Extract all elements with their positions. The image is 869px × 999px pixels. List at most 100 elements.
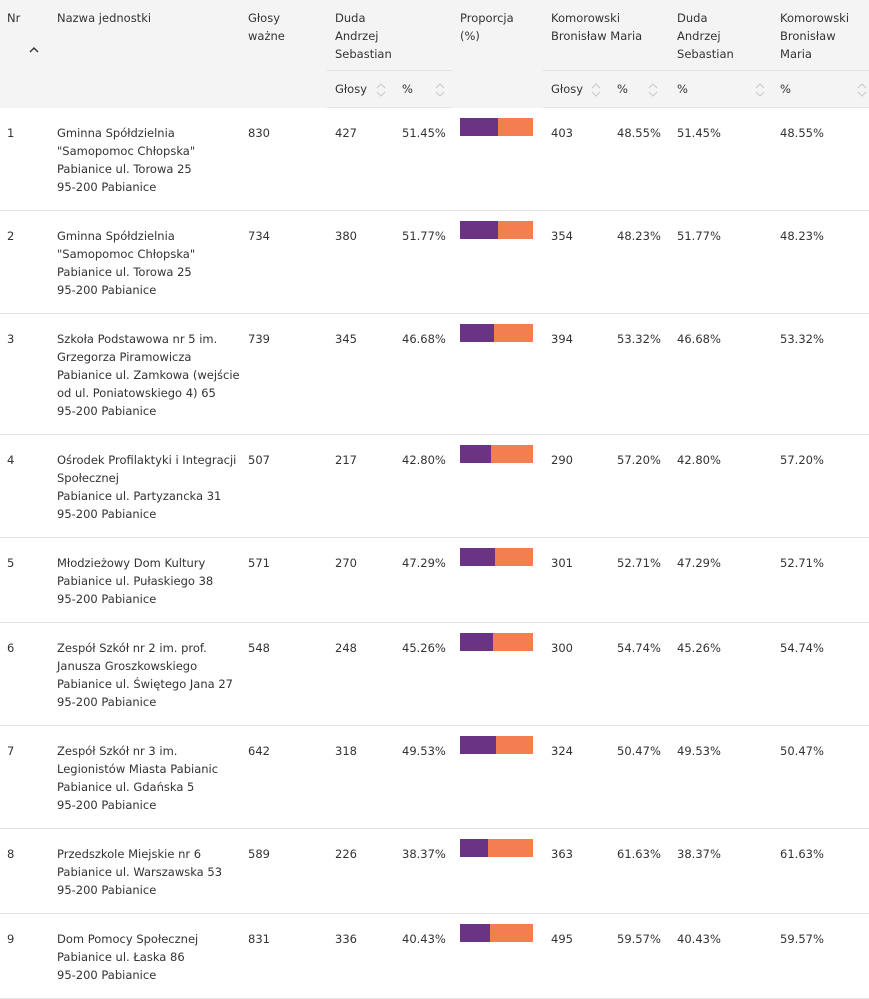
- cell-duda-pct: 51.77%: [393, 210, 453, 314]
- table-row[interactable]: 6 Zespół Szkół nr 2 im. prof. Janusza Gros…: [0, 622, 869, 726]
- column-header-duda-pct2[interactable]: %: [670, 70, 773, 108]
- column-group-duda: Duda Andrzej Sebastian: [327, 0, 453, 71]
- cell-name: Zespół Szkół nr 3 im. Legionistów Miasta …: [49, 725, 241, 829]
- cell-kom-pct: 48.23%: [614, 210, 671, 314]
- column-header-kom-votes[interactable]: Głosy: [543, 70, 615, 108]
- cell-kom-pct: 57.20%: [614, 434, 671, 538]
- sort-both-icon[interactable]: [434, 82, 446, 98]
- proportion-bar: [460, 547, 533, 566]
- duda-pct-group-line1: Duda: [677, 11, 708, 25]
- cell-name-line: Pabianice ul. Torowa 25: [57, 264, 192, 279]
- kom-pct2-label: %: [780, 82, 791, 96]
- duda-votes-label: Głosy: [335, 82, 368, 96]
- cell-kom-pct: 53.32%: [614, 313, 671, 435]
- sort-ascending-icon[interactable]: [28, 42, 40, 53]
- cell-duda-votes: 380: [327, 210, 393, 314]
- column-group-komorowski: Komorowski Bronisław Maria: [543, 0, 671, 71]
- cell-proportion: [452, 537, 544, 623]
- column-header-nr[interactable]: Nr: [0, 0, 49, 108]
- cell-name-line: "Samopomoc Chłopska": [57, 246, 196, 261]
- cell-name-line: 95-200 Pabianice: [57, 179, 157, 194]
- cell-duda-pct2: 42.80%: [670, 434, 773, 538]
- cell-duda-pct2: 40.43%: [670, 913, 773, 999]
- column-header-kom-pct[interactable]: %: [614, 70, 671, 108]
- cell-kom-pct2: 59.57%: [772, 913, 869, 999]
- cell-valid-votes: 642: [241, 725, 327, 829]
- proportion-line2: (%): [460, 29, 480, 43]
- cell-duda-votes: 345: [327, 313, 393, 435]
- cell-duda-pct: 38.37%: [393, 828, 453, 914]
- cell-name-line: Młodzieżowy Dom Kultury: [57, 555, 206, 570]
- kom-votes-label: Głosy: [551, 82, 584, 96]
- sort-both-icon[interactable]: [590, 82, 602, 98]
- table-row[interactable]: 7 Zespół Szkół nr 3 im. Legionistów Miasta…: [0, 725, 869, 829]
- column-header-valid-votes[interactable]: Głosy ważne: [241, 0, 558, 108]
- column-header-nr-label: Nr: [7, 11, 21, 25]
- cell-kom-pct2: 54.74%: [772, 622, 869, 726]
- sort-both-icon[interactable]: [375, 82, 387, 98]
- cell-name-line: Społecznej: [57, 470, 119, 485]
- kom-pct-label: %: [617, 82, 628, 96]
- cell-duda-votes: 427: [327, 107, 393, 211]
- cell-name-line: "Samopomoc Chłopska": [57, 143, 196, 158]
- table-row[interactable]: 3 Szkoła Podstawowa nr 5 im. Grzegorza Pir…: [0, 313, 869, 435]
- table-row[interactable]: 1 Gminna Spółdzielnia "Samopomoc Chłopska"…: [0, 107, 869, 211]
- cell-name-line: 95-200 Pabianice: [57, 282, 157, 297]
- sort-both-icon[interactable]: [754, 82, 766, 98]
- table-row[interactable]: 5 Młodzieżowy Dom Kultury Pabianice ul. Pu…: [0, 537, 869, 623]
- column-header-duda-pct[interactable]: %: [393, 70, 453, 108]
- cell-name: Gminna Spółdzielnia "Samopomoc Chłopska" P…: [49, 210, 241, 314]
- cell-name-line: 95-200 Pabianice: [57, 591, 157, 606]
- cell-kom-pct: 48.55%: [614, 107, 671, 211]
- column-header-name[interactable]: Nazwa jednostki: [49, 0, 280, 108]
- cell-duda-pct: 45.26%: [393, 622, 453, 726]
- cell-name-line: Pabianice ul. Łaska 86: [57, 949, 185, 964]
- komorowski-group-line1: Komorowski: [551, 11, 621, 25]
- cell-name-line: Szkoła Podstawowa nr 5 im.: [57, 331, 218, 346]
- cell-name-line: Gminna Spółdzielnia: [57, 228, 175, 243]
- table-row[interactable]: 2 Gminna Spółdzielnia "Samopomoc Chłopska"…: [0, 210, 869, 314]
- cell-duda-pct: 47.29%: [393, 537, 453, 623]
- column-header-proportion[interactable]: Proporcja (%): [452, 0, 544, 108]
- cell-name-line: Dom Pomocy Społecznej: [57, 931, 199, 946]
- cell-duda-votes: 217: [327, 434, 393, 538]
- cell-kom-pct: 61.63%: [614, 828, 671, 914]
- proportion-bar-duda: [460, 323, 495, 342]
- cell-nr: 1: [0, 107, 49, 211]
- proportion-bar-duda: [460, 220, 498, 239]
- cell-duda-votes: 270: [327, 537, 393, 623]
- cell-name-line: Przedszkole Miejskie nr 6: [57, 846, 202, 861]
- cell-valid-votes: 734: [241, 210, 327, 314]
- cell-nr: 2: [0, 210, 49, 314]
- proportion-bar: [460, 838, 533, 857]
- sort-both-icon[interactable]: [647, 82, 659, 98]
- cell-duda-pct: 49.53%: [393, 725, 453, 829]
- cell-nr: 9: [0, 913, 49, 999]
- komorowski-pct-group-line2: Bronisław: [780, 29, 836, 43]
- cell-nr: 8: [0, 828, 49, 914]
- cell-kom-votes: 290: [543, 434, 615, 538]
- cell-proportion: [452, 725, 544, 829]
- cell-proportion: [452, 313, 544, 435]
- cell-valid-votes: 589: [241, 828, 327, 914]
- cell-kom-votes: 363: [543, 828, 615, 914]
- cell-nr: 7: [0, 725, 49, 829]
- cell-kom-pct: 50.47%: [614, 725, 671, 829]
- column-header-kom-pct2[interactable]: %: [772, 70, 869, 108]
- cell-kom-pct2: 57.20%: [772, 434, 869, 538]
- cell-valid-votes: 831: [241, 913, 327, 999]
- table-row[interactable]: 8 Przedszkole Miejskie nr 6 Pabianice ul. …: [0, 828, 869, 914]
- cell-valid-votes: 571: [241, 537, 327, 623]
- sort-both-icon[interactable]: [856, 82, 868, 98]
- proportion-bar-duda: [460, 838, 489, 857]
- cell-name-line: 95-200 Pabianice: [57, 967, 157, 982]
- cell-proportion: [452, 913, 544, 999]
- cell-name-line: 95-200 Pabianice: [57, 506, 157, 521]
- cell-duda-votes: 318: [327, 725, 393, 829]
- column-header-duda-votes[interactable]: Głosy: [327, 70, 393, 108]
- cell-kom-pct2: 61.63%: [772, 828, 869, 914]
- table-row[interactable]: 4 Ośrodek Profilaktyki i Integracji Społec…: [0, 434, 869, 538]
- table-row[interactable]: 9 Dom Pomocy Społecznej Pabianice ul. Łask…: [0, 913, 869, 999]
- cell-duda-pct: 40.43%: [393, 913, 453, 999]
- column-group-duda-pct: Duda Andrzej Sebastian: [670, 0, 773, 71]
